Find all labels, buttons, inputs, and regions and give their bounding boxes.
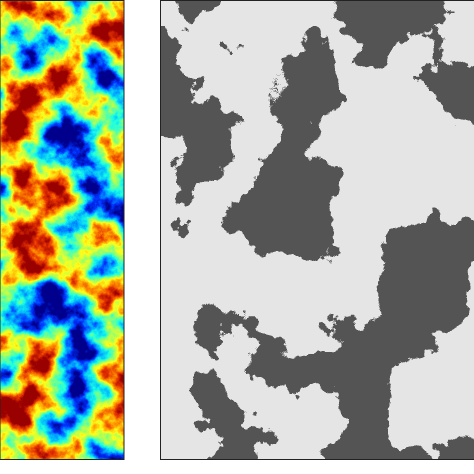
binary-field-panel <box>161 0 474 460</box>
random-field-panel <box>0 0 124 460</box>
panel-frame <box>160 0 474 460</box>
binary-field <box>161 0 474 460</box>
random-field <box>0 0 124 460</box>
panel-frame <box>0 0 125 460</box>
